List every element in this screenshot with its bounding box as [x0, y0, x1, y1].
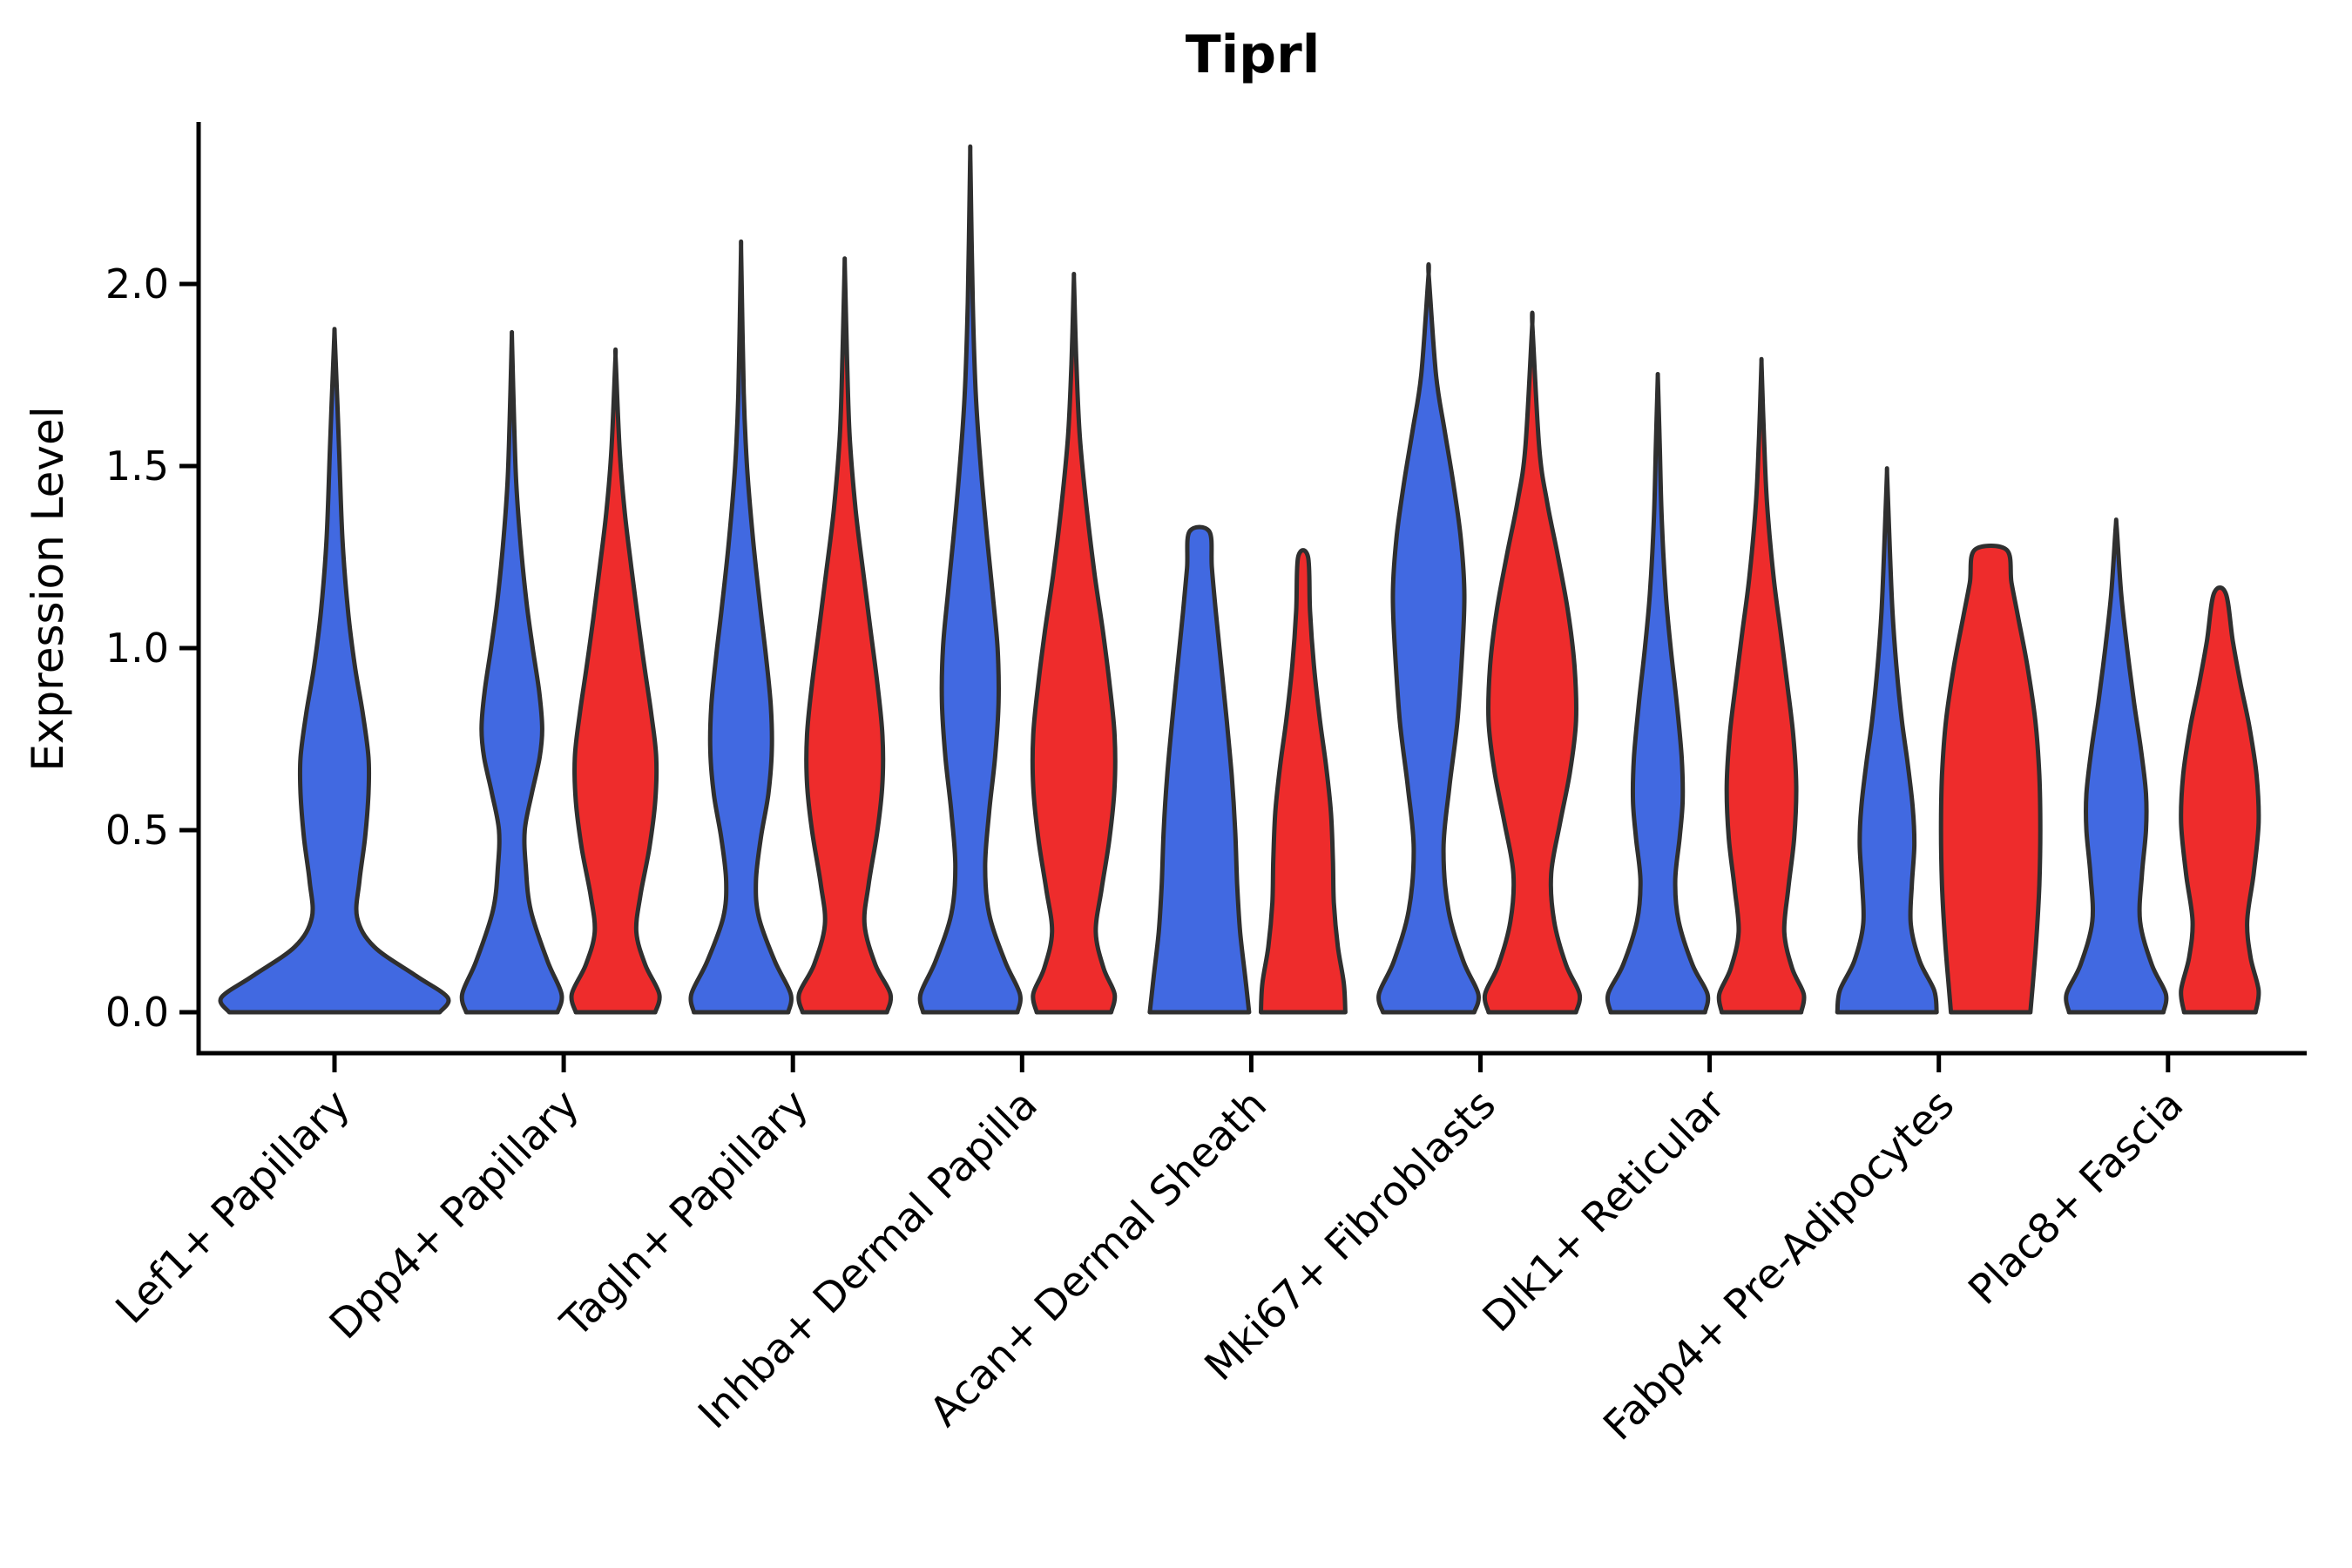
- y-tick-label: 1.0: [105, 625, 169, 672]
- violin-blue: [1605, 371, 1711, 1015]
- x-tick-label: Dlk1+ Reticular: [1474, 1080, 1735, 1342]
- violin-blue: [1835, 466, 1939, 1015]
- violin-blue: [2064, 517, 2169, 1015]
- violin-red: [796, 256, 894, 1015]
- violin-red: [1030, 272, 1118, 1015]
- y-tick-label: 2.0: [105, 260, 169, 308]
- violin-blue: [688, 239, 794, 1015]
- violin-red: [569, 347, 662, 1015]
- chart-title: Tiprl: [1185, 24, 1321, 85]
- x-tick-label: Dpp4+ Papillary: [321, 1081, 589, 1349]
- x-tick-label: Plac8+ Fascia: [1959, 1081, 2193, 1315]
- violin-blue: [1376, 262, 1481, 1015]
- x-tick-label: Lef1+ Papillary: [107, 1081, 360, 1334]
- violin-red: [2179, 585, 2261, 1015]
- violin-red: [1938, 543, 2043, 1015]
- violin-blue: [1147, 524, 1252, 1015]
- violin-red: [1482, 310, 1583, 1015]
- x-tick-label: Tagln+ Papillary: [551, 1081, 818, 1348]
- y-tick-label: 0.5: [105, 807, 169, 854]
- violin-blue: [459, 329, 564, 1015]
- y-tick-label: 0.0: [105, 989, 169, 1036]
- violin-red: [1716, 356, 1807, 1015]
- violin-blue: [917, 144, 1023, 1015]
- violin-blue: [218, 327, 451, 1015]
- y-tick-label: 1.5: [105, 443, 169, 490]
- violin-red: [1259, 548, 1348, 1015]
